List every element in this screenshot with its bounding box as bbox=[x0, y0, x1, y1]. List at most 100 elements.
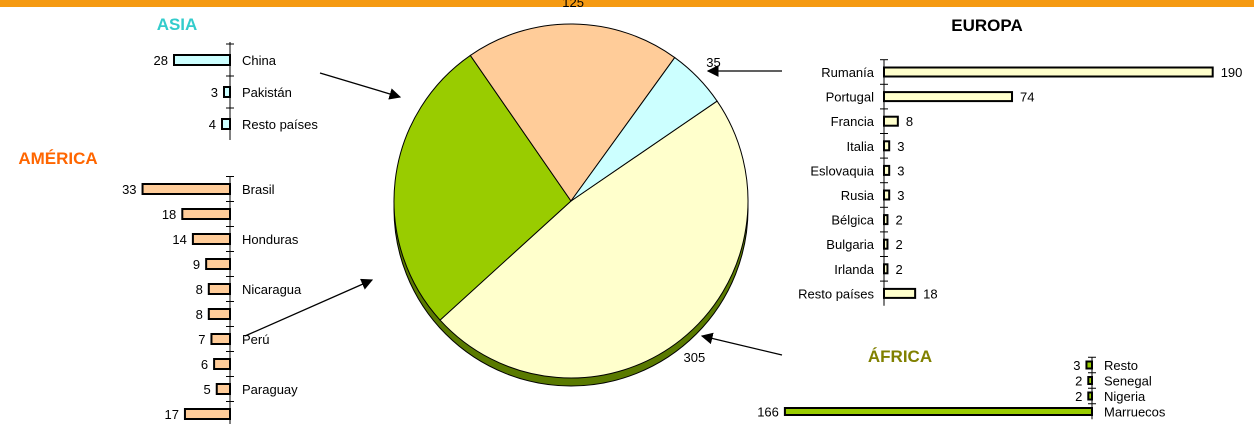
bar-value-asia: 28 bbox=[154, 53, 168, 68]
arrow-asia bbox=[319, 72, 402, 100]
bar-europa bbox=[883, 263, 889, 275]
bar-asia bbox=[173, 54, 231, 66]
bar-value-europa: 18 bbox=[923, 286, 937, 301]
pie-label-america: 125 bbox=[562, 0, 584, 10]
bar-value-america: 8 bbox=[196, 307, 203, 322]
bar-value-america: 18 bbox=[162, 207, 176, 222]
bar-label-africa: Nigeria bbox=[1104, 389, 1146, 404]
bar-value-africa: 2 bbox=[1075, 374, 1082, 389]
bar-america bbox=[210, 333, 231, 345]
bar-value-europa: 3 bbox=[897, 163, 904, 178]
bar-value-africa: 166 bbox=[757, 405, 779, 420]
bar-value-europa: 2 bbox=[895, 213, 902, 228]
arrow-america bbox=[244, 278, 374, 337]
panel-title-europa: EUROPA bbox=[951, 16, 1022, 35]
bar-europa bbox=[883, 140, 891, 152]
pie-chart: 305 125 35 bbox=[393, 0, 749, 387]
bar-label-asia: Resto países bbox=[242, 117, 318, 132]
bar-label-america: Brasil bbox=[242, 182, 275, 197]
bar-europa bbox=[883, 91, 1014, 103]
bar-europa bbox=[883, 214, 889, 226]
pie-slice-africa bbox=[393, 54, 572, 321]
bar-europa bbox=[883, 66, 1214, 78]
panel-title-america: AMÉRICA bbox=[18, 149, 97, 168]
panel-asia: ASIA 28 China 3 Pakistán 4 Resto países bbox=[154, 15, 318, 140]
bar-value-europa: 74 bbox=[1020, 90, 1034, 105]
bar-value-america: 6 bbox=[201, 357, 208, 372]
panel-africa: ÁFRICA 3 Resto 2 Senegal 2 Nigeria 166 Marruecos bbox=[757, 347, 1166, 420]
bar-africa bbox=[1087, 391, 1094, 401]
bar-america bbox=[207, 308, 232, 320]
bar-value-europa: 3 bbox=[897, 139, 904, 154]
bar-label-europa: Eslovaquia bbox=[810, 163, 874, 178]
pie-label-europa: 305 bbox=[684, 350, 706, 365]
bar-value-america: 17 bbox=[164, 407, 178, 422]
bar-value-africa: 2 bbox=[1075, 389, 1082, 404]
bar-europa bbox=[883, 287, 917, 299]
bar-america bbox=[205, 258, 231, 270]
bar-europa bbox=[883, 189, 891, 201]
bar-label-europa: Rumanía bbox=[821, 65, 875, 80]
bar-value-america: 8 bbox=[196, 282, 203, 297]
panel-title-asia: ASIA bbox=[157, 15, 198, 34]
bar-africa bbox=[1085, 360, 1093, 370]
bar-value-europa: 2 bbox=[895, 237, 902, 252]
bar-value-asia: 3 bbox=[211, 85, 218, 100]
bar-value-europa: 8 bbox=[906, 114, 913, 129]
bar-value-africa: 3 bbox=[1073, 358, 1080, 373]
arrow-africa bbox=[700, 332, 783, 356]
bar-africa bbox=[783, 407, 1094, 416]
bar-value-europa: 2 bbox=[895, 262, 902, 277]
bar-value-europa: 3 bbox=[897, 188, 904, 203]
header-banner bbox=[0, 0, 1254, 7]
bar-value-america: 14 bbox=[172, 232, 186, 247]
bar-europa bbox=[883, 238, 889, 250]
panel-america: AMÉRICA 33 Brasil 18 14 Honduras 9 8 Nicaragua 8 7… bbox=[18, 149, 302, 424]
bar-value-america: 5 bbox=[204, 382, 211, 397]
bar-america bbox=[213, 358, 232, 370]
bar-label-europa: Italia bbox=[847, 139, 875, 154]
bar-label-europa: Portugal bbox=[826, 90, 875, 105]
bar-label-europa: Bulgaria bbox=[826, 237, 874, 252]
bar-label-africa: Senegal bbox=[1104, 374, 1152, 389]
bar-america bbox=[191, 233, 231, 245]
bar-value-asia: 4 bbox=[209, 117, 216, 132]
bar-america bbox=[215, 383, 231, 395]
bar-label-asia: China bbox=[242, 53, 277, 68]
bar-europa bbox=[883, 164, 891, 176]
bar-america bbox=[207, 283, 232, 295]
bar-america bbox=[141, 183, 231, 195]
pie-slice-america bbox=[469, 23, 676, 202]
bar-label-europa: Bélgica bbox=[831, 213, 874, 228]
bar-label-asia: Pakistán bbox=[242, 85, 292, 100]
bar-label-europa: Irlanda bbox=[834, 262, 875, 277]
bar-america bbox=[181, 208, 232, 220]
pie-slice-asia bbox=[570, 56, 718, 202]
bar-africa bbox=[1087, 376, 1094, 385]
bar-value-america: 7 bbox=[198, 332, 205, 347]
bar-label-america: Honduras bbox=[242, 232, 299, 247]
bar-label-america: Nicaragua bbox=[242, 282, 302, 297]
panel-europa: EUROPA 190 Rumanía 74 Portugal 8 Francia 3 Itali… bbox=[798, 16, 1242, 306]
bar-label-europa: Rusia bbox=[841, 188, 875, 203]
bar-label-europa: Resto países bbox=[798, 286, 874, 301]
pie-slice-europa bbox=[439, 100, 749, 379]
bar-value-america: 9 bbox=[193, 257, 200, 272]
bar-value-america: 33 bbox=[122, 182, 136, 197]
bar-value-europa: 190 bbox=[1221, 65, 1243, 80]
bar-europa bbox=[883, 115, 899, 127]
bar-label-africa: Marruecos bbox=[1104, 405, 1166, 420]
pie-label-asia: 35 bbox=[706, 55, 720, 70]
connector-arrows bbox=[244, 65, 783, 356]
panel-title-africa: ÁFRICA bbox=[868, 347, 932, 366]
bar-asia bbox=[221, 118, 231, 130]
bar-america bbox=[183, 408, 231, 420]
bar-asia bbox=[223, 86, 231, 98]
bar-label-africa: Resto bbox=[1104, 358, 1138, 373]
bar-label-america: Perú bbox=[242, 332, 269, 347]
bar-label-america: Paraguay bbox=[242, 382, 298, 397]
bar-label-europa: Francia bbox=[831, 114, 875, 129]
